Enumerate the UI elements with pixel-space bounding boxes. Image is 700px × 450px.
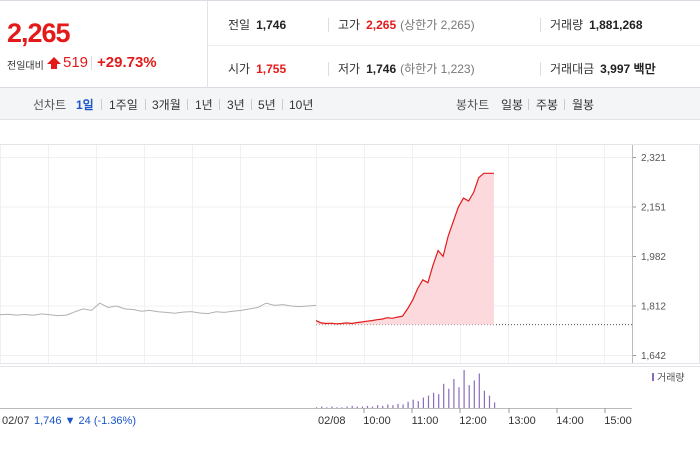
stat-prev-close: 전일 1,746 (228, 18, 287, 32)
volume-bar (458, 387, 460, 408)
volume-bar (407, 401, 409, 408)
today-date: 02/08 (318, 415, 346, 427)
period-1d[interactable]: 1일 (76, 98, 94, 112)
period-divider (101, 99, 102, 110)
period-1y[interactable]: 1년 (195, 98, 213, 112)
prev-day-date: 02/07 (2, 415, 30, 427)
volume-bar (422, 397, 424, 408)
period-divider (282, 99, 283, 110)
volume-bar (321, 406, 323, 408)
period-divider (187, 99, 188, 110)
candle-weekly[interactable]: 주봉 (536, 98, 559, 112)
volume-bar (468, 385, 470, 408)
period-3m[interactable]: 3개월 (152, 98, 181, 112)
volume-bar (427, 395, 430, 408)
volume-bar (341, 407, 343, 408)
volume-bar (356, 406, 358, 408)
stat-divider (540, 18, 541, 32)
period-divider (564, 99, 565, 110)
volume-bar (392, 405, 394, 408)
volume-bar (438, 394, 440, 408)
chart-frame (0, 144, 700, 364)
current-price: 2,265 (7, 18, 71, 48)
stat-high: 고가 2,265 (상한가 2,265) (338, 18, 475, 32)
prev-day-line (0, 302, 317, 317)
stat-open: 시가 1,755 (228, 62, 287, 76)
stat-volume: 거래량 1,881,268 (550, 18, 643, 32)
time-tick-label: 11:00 (412, 415, 439, 427)
volume-bar (316, 407, 318, 408)
volume-bar (433, 392, 435, 408)
period-divider (251, 99, 252, 110)
chart-canvas[interactable]: 2,321 2,151 1,982 1,812 1,642 거래량 02/07 1,746 ▼… (0, 120, 700, 450)
y-tick-label: 2,321 (641, 153, 666, 164)
period-bar: 선차트 1일 1주일 3개월 1년 3년 5년 10년 봉차트 일봉 주봉 월봉 (0, 88, 700, 120)
volume-bar (331, 406, 333, 408)
volume-bar (443, 383, 445, 408)
stat-divider (540, 62, 541, 76)
change-label: 전일대비 (7, 61, 44, 72)
volume-bar (412, 399, 414, 408)
change-value: 519 (63, 54, 89, 71)
time-tick-label: 12:00 (459, 415, 487, 427)
period-10y[interactable]: 10년 (289, 98, 314, 112)
period-5y[interactable]: 5년 (258, 98, 276, 112)
time-tick-label: 13:00 (508, 415, 536, 427)
volume-bar (351, 405, 353, 408)
volume-bar (397, 403, 399, 408)
stat-divider (328, 62, 329, 76)
stats-divider (208, 45, 700, 46)
period-divider (528, 99, 529, 110)
volume-bar (402, 404, 404, 408)
y-tick-label: 2,151 (641, 203, 666, 214)
volume-legend-swatch (652, 373, 654, 381)
stat-low: 저가 1,746 (하한가 1,223) (338, 62, 475, 76)
volume-bar (366, 405, 369, 408)
volume-bar (417, 401, 419, 408)
candle-daily[interactable]: 일봉 (501, 98, 524, 112)
price-box: 2,265 전일대비 519 +29.73% (0, 1, 208, 88)
period-divider (145, 99, 146, 110)
price-chart[interactable]: 2,321 2,151 1,982 1,812 1,642 거래량 02/07 1,746 ▼… (0, 120, 700, 450)
volume-bar (336, 407, 338, 408)
volume-bar (448, 388, 450, 408)
change-divider (91, 56, 92, 70)
volume-bar (473, 380, 475, 408)
time-tick-label: 10:00 (363, 415, 391, 427)
candle-monthly[interactable]: 월봉 (572, 98, 595, 112)
volume-bar (371, 406, 374, 408)
volume-bar (478, 373, 480, 408)
stat-amount: 거래대금 3,997 백만 (550, 62, 656, 76)
change-percent: +29.73% (97, 54, 157, 71)
period-1w[interactable]: 1주일 (109, 98, 138, 112)
y-tick-label: 1,642 (641, 351, 666, 362)
volume-bar (326, 407, 328, 408)
period-divider (219, 99, 220, 110)
candle-chart-label: 봉차트 (456, 98, 490, 112)
y-tick-label: 1,812 (641, 302, 666, 313)
volume-bar (346, 406, 348, 408)
time-tick-label: 15:00 (604, 415, 632, 427)
volume-bar (488, 395, 491, 408)
line-chart-label: 선차트 (33, 98, 67, 112)
stat-divider (328, 18, 329, 32)
today-area-fill (316, 173, 494, 325)
period-3y[interactable]: 3년 (227, 98, 245, 112)
quote-panel: 2,265 전일대비 519 +29.73% 전일 1,746 고가 2,265 (상… (0, 0, 700, 88)
today-price-line (315, 172, 494, 325)
volume-legend-label: 거래량 (657, 372, 685, 384)
volume-bar (387, 404, 389, 408)
volume-bar (382, 405, 384, 408)
volume-bar (361, 406, 363, 408)
volume-bar (453, 379, 455, 408)
up-arrow-icon (47, 57, 61, 69)
volume-bar (483, 390, 485, 408)
prev-day-close: 1,746 ▼ 24 (-1.36%) (34, 415, 136, 427)
volume-bar (463, 370, 465, 408)
volume-bar (494, 402, 496, 408)
time-tick-label: 14:00 (556, 415, 584, 427)
volume-bar (377, 405, 379, 408)
y-tick-label: 1,982 (641, 252, 666, 263)
